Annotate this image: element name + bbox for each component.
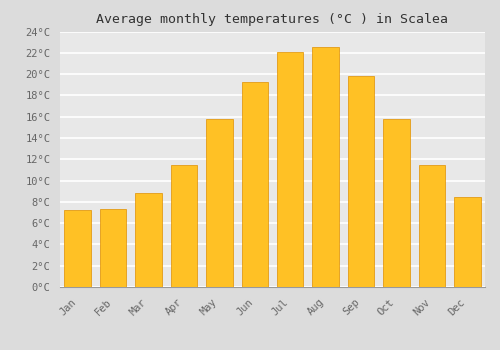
Bar xyxy=(206,119,233,287)
Bar xyxy=(170,164,197,287)
Bar xyxy=(136,193,162,287)
Bar xyxy=(454,196,480,287)
Bar xyxy=(242,82,268,287)
Bar xyxy=(64,210,91,287)
Title: Average monthly temperatures (°C ) in Scalea: Average monthly temperatures (°C ) in Sc… xyxy=(96,13,448,26)
Bar xyxy=(277,52,303,287)
Bar xyxy=(383,119,409,287)
Bar xyxy=(100,209,126,287)
Bar xyxy=(312,48,339,287)
Bar xyxy=(418,164,445,287)
Bar xyxy=(348,76,374,287)
